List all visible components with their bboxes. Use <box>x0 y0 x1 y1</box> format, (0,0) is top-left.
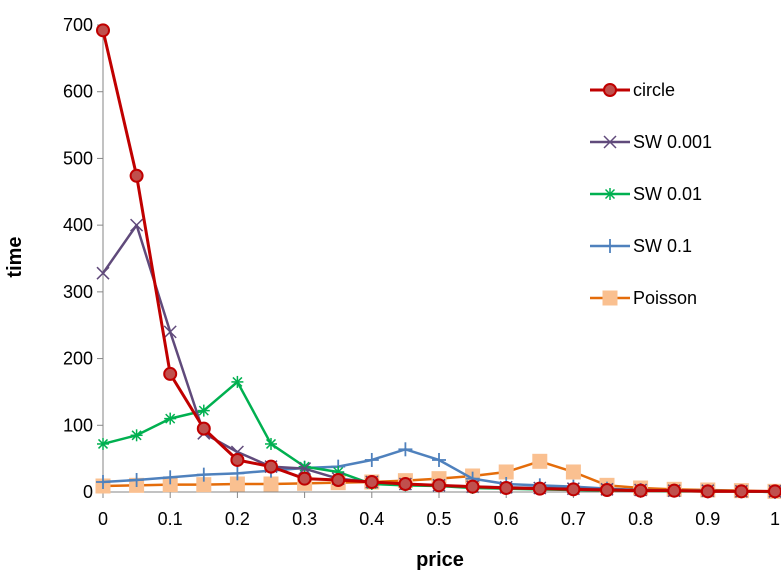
data-point-sw-0-01 <box>130 429 143 442</box>
legend-marker <box>602 290 618 306</box>
y-tick-label: 300 <box>63 282 93 302</box>
data-point-circle <box>364 474 379 489</box>
data-point-poisson <box>565 464 581 480</box>
legend-label: circle <box>633 80 675 100</box>
series-line-sw-0-001 <box>101 223 775 493</box>
data-point-sw-0-01 <box>231 375 244 388</box>
marker-stroke <box>198 405 209 416</box>
x-tick-label: 0.4 <box>359 509 384 529</box>
data-point-sw-0-001 <box>96 266 110 280</box>
legend: circle SW 0.001 SW 0.01 SW 0.1 Poisson <box>590 80 712 308</box>
x-tick-label: 0 <box>98 509 108 529</box>
x-tick-label: 0.8 <box>628 509 653 529</box>
data-point-circle <box>297 471 312 486</box>
data-point-sw-0-01 <box>164 412 177 425</box>
data-point-circle <box>532 481 547 496</box>
marker-stroke <box>232 376 243 387</box>
data-point-circle <box>633 483 648 498</box>
y-tick-label: 100 <box>63 415 93 435</box>
marker-stroke <box>130 218 144 232</box>
x-tick-label: 0.7 <box>561 509 586 529</box>
series-circle <box>96 23 781 499</box>
data-point-sw-0-1 <box>364 452 379 467</box>
series-layer <box>95 23 781 499</box>
data-point-circle <box>230 452 245 467</box>
legend-marker <box>603 239 617 253</box>
data-point-circle <box>768 484 781 499</box>
data-point-sw-0-01 <box>97 437 109 450</box>
y-tick-label: 600 <box>63 82 93 102</box>
data-point-sw-0-1 <box>96 474 110 489</box>
data-point-sw-0-01 <box>197 404 210 417</box>
legend-label: SW 0.1 <box>633 236 692 256</box>
data-point-poisson <box>263 476 279 492</box>
y-axis-title: time <box>4 236 26 277</box>
data-point-poisson <box>532 453 548 469</box>
data-point-sw-0-001 <box>130 218 144 232</box>
marker-stroke <box>298 462 312 476</box>
data-point-circle <box>331 472 346 487</box>
data-point-circle <box>566 482 581 497</box>
marker-stroke <box>603 135 617 149</box>
data-point-circle <box>129 168 144 183</box>
data-point-sw-0-1 <box>163 470 178 485</box>
y-tick-label: 200 <box>63 349 93 369</box>
data-point-sw-0-1 <box>129 472 144 487</box>
x-tick-label: 1 <box>770 509 780 529</box>
marker-stroke <box>96 266 110 280</box>
data-point-sw-0-001 <box>163 325 177 339</box>
legend-item-poisson: Poisson <box>590 288 697 308</box>
marker-stroke <box>604 188 616 200</box>
marker-stroke <box>131 430 142 441</box>
data-point-circle <box>734 484 749 499</box>
legend-item-circle: circle <box>590 80 675 100</box>
data-point-circle <box>196 421 211 436</box>
legend-item-sw-0-1: SW 0.1 <box>590 236 692 256</box>
marker-stroke <box>165 413 176 424</box>
data-point-sw-0-1 <box>432 452 446 467</box>
legend-label: SW 0.01 <box>633 184 702 204</box>
x-tick-label: 0.6 <box>494 509 519 529</box>
legend-marker <box>603 83 617 97</box>
data-point-poisson <box>498 464 514 480</box>
y-tick-label: 700 <box>63 15 93 35</box>
data-point-circle <box>96 23 110 38</box>
x-tick-label: 0.3 <box>292 509 317 529</box>
axes: 0 100 200 300 400 500 600 700 0 0.1 0.2 0.3 0.4 0.5 0.… <box>63 15 780 529</box>
data-point-sw-0-01 <box>265 437 277 450</box>
legend-marker <box>603 135 617 149</box>
legend-label: SW 0.001 <box>633 132 712 152</box>
marker-stroke <box>97 438 109 449</box>
legend-item-sw-0-001: SW 0.001 <box>590 132 712 152</box>
data-point-circle <box>163 366 178 381</box>
data-point-circle <box>465 479 480 494</box>
data-point-circle <box>432 478 446 493</box>
y-tick-label: 0 <box>83 482 93 502</box>
data-point-circle <box>700 484 715 499</box>
y-tick-label: 500 <box>63 148 93 168</box>
data-point-circle <box>499 480 514 495</box>
marker-stroke <box>265 438 277 449</box>
data-point-sw-0-1 <box>196 467 211 482</box>
marker-stroke <box>163 325 177 339</box>
data-point-sw-0-1 <box>230 466 245 481</box>
x-tick-label: 0.9 <box>695 509 720 529</box>
legend-marker <box>604 188 616 200</box>
data-point-circle <box>264 459 278 474</box>
legend-label: Poisson <box>633 288 697 308</box>
y-tick-label: 400 <box>63 215 93 235</box>
x-tick-label: 0.5 <box>426 509 451 529</box>
x-tick-label: 0.2 <box>225 509 250 529</box>
data-point-sw-0-1 <box>398 442 413 457</box>
data-point-circle <box>667 483 682 498</box>
data-point-sw-0-001 <box>298 462 312 476</box>
data-point-circle <box>600 482 614 497</box>
legend-item-sw-0-01: SW 0.01 <box>590 184 702 204</box>
x-tick-label: 0.1 <box>158 509 183 529</box>
x-axis-title: price <box>416 549 464 571</box>
data-point-circle <box>398 476 413 491</box>
